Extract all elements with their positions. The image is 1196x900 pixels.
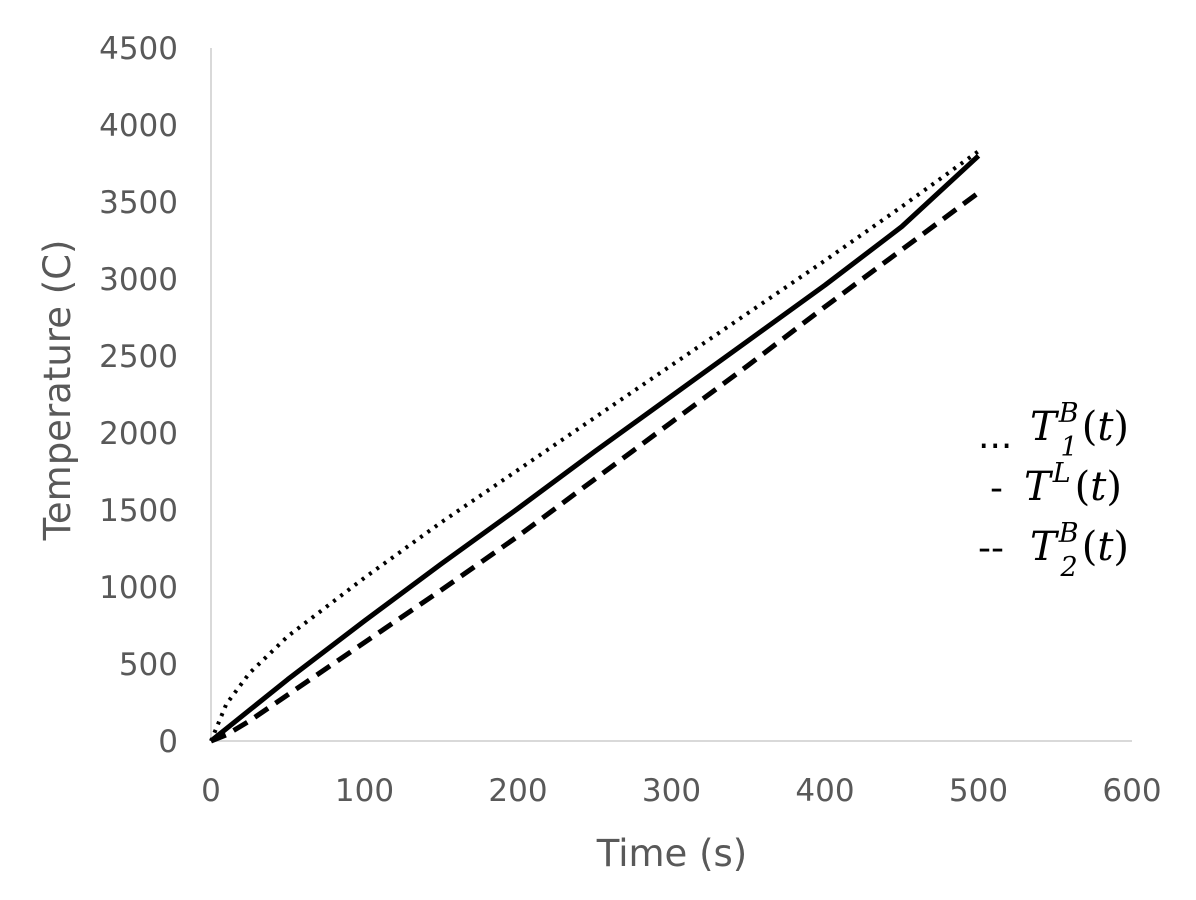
y-tick-label: 4500 xyxy=(99,31,178,67)
y-tick-label: 3000 xyxy=(99,262,178,298)
x-tick-labels: 0 100 200 300 400 500 600 xyxy=(201,773,1161,809)
y-axis-title: Temperature (C) xyxy=(36,240,79,542)
y-tick-label: 1000 xyxy=(99,570,178,606)
series-line-dashed xyxy=(210,190,980,744)
legend-symbol-dotted: ... xyxy=(978,416,1012,457)
x-tick-label: 500 xyxy=(949,773,1008,809)
y-tick-label: 1500 xyxy=(99,493,178,529)
y-tick-label: 3500 xyxy=(99,185,178,221)
y-tick-label: 0 xyxy=(158,724,178,760)
svg-text:TB1(t): TB 1 (t) xyxy=(1030,398,1129,463)
x-axis-title: Time (s) xyxy=(596,832,747,875)
x-tick-label: 200 xyxy=(488,773,547,809)
legend-item-tl: - TL (t) xyxy=(990,458,1122,510)
y-tick-label: 4000 xyxy=(99,108,178,144)
x-tick-label: 0 xyxy=(201,773,221,809)
svg-text:TB2(t): TB 2 (t) xyxy=(1030,518,1129,583)
svg-text:TL(t): TL (t) xyxy=(1024,458,1122,510)
x-tick-label: 100 xyxy=(335,773,394,809)
legend-symbol-solid: - xyxy=(990,468,1003,509)
legend-item-t2b: -- TB 2 (t) xyxy=(978,518,1129,583)
legend-symbol-dashed: -- xyxy=(978,528,1004,569)
y-tick-label: 2000 xyxy=(99,416,178,452)
y-tick-label: 500 xyxy=(119,647,178,683)
axes xyxy=(210,48,1132,742)
x-tick-label: 600 xyxy=(1102,773,1161,809)
series-line-dotted xyxy=(209,149,980,742)
legend-item-t1b: ... TB 1 (t) xyxy=(978,398,1129,463)
series-line-solid xyxy=(209,153,981,743)
y-tick-labels: 0 500 1000 1500 2000 2500 3000 3500 4000 4500 xyxy=(99,31,178,760)
y-tick-label: 2500 xyxy=(99,339,178,375)
legend: ... TB 1 (t) - TL (t) -- TB 2 (t) xyxy=(978,398,1129,583)
x-tick-label: 300 xyxy=(642,773,701,809)
x-tick-label: 400 xyxy=(795,773,854,809)
series-lines xyxy=(209,149,981,744)
